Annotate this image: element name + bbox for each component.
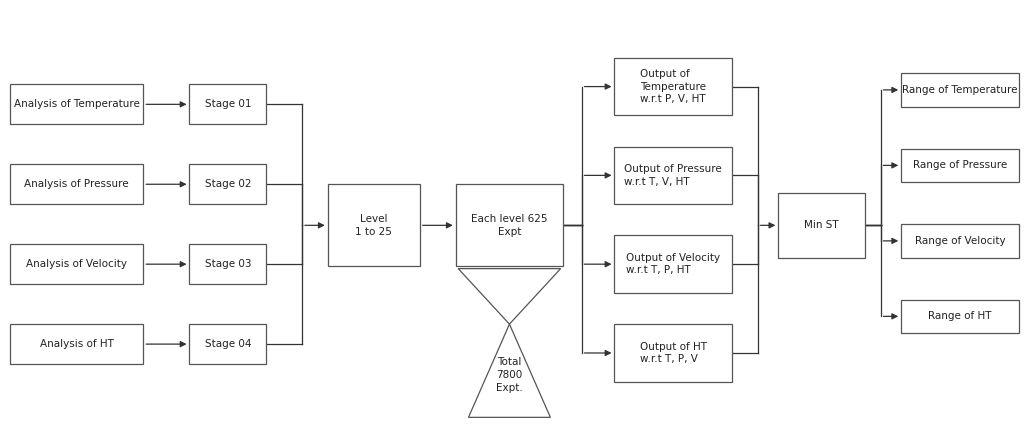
FancyBboxPatch shape <box>456 184 563 266</box>
Text: Each level 625
Expt: Each level 625 Expt <box>471 214 548 237</box>
Text: Range of Temperature: Range of Temperature <box>902 85 1018 95</box>
Text: Stage 04: Stage 04 <box>205 339 251 349</box>
Text: Total
7800
Expt.: Total 7800 Expt. <box>496 357 523 393</box>
FancyBboxPatch shape <box>10 324 143 364</box>
Text: Range of HT: Range of HT <box>928 311 992 321</box>
FancyBboxPatch shape <box>614 58 732 115</box>
Polygon shape <box>469 324 551 417</box>
FancyBboxPatch shape <box>189 164 266 204</box>
Text: Analysis of Temperature: Analysis of Temperature <box>14 99 139 109</box>
Text: Stage 03: Stage 03 <box>205 259 251 269</box>
Text: Output of Pressure
w.r.t T, V, HT: Output of Pressure w.r.t T, V, HT <box>625 164 722 186</box>
FancyBboxPatch shape <box>189 244 266 284</box>
Text: Analysis of Pressure: Analysis of Pressure <box>25 179 129 189</box>
FancyBboxPatch shape <box>328 184 420 266</box>
FancyBboxPatch shape <box>614 147 732 204</box>
Text: Stage 01: Stage 01 <box>205 99 251 109</box>
FancyBboxPatch shape <box>10 84 143 124</box>
FancyBboxPatch shape <box>778 193 865 258</box>
Text: Output of Velocity
w.r.t T, P, HT: Output of Velocity w.r.t T, P, HT <box>627 253 720 275</box>
FancyBboxPatch shape <box>901 224 1019 258</box>
Text: Output of
Temperature
w.r.t P, V, HT: Output of Temperature w.r.t P, V, HT <box>640 69 707 104</box>
Text: Output of HT
w.r.t T, P, V: Output of HT w.r.t T, P, V <box>640 342 707 364</box>
FancyBboxPatch shape <box>901 300 1019 333</box>
FancyBboxPatch shape <box>189 84 266 124</box>
FancyBboxPatch shape <box>614 324 732 382</box>
FancyBboxPatch shape <box>901 73 1019 107</box>
Text: Analysis of Velocity: Analysis of Velocity <box>27 259 127 269</box>
Text: Level
1 to 25: Level 1 to 25 <box>355 214 392 237</box>
FancyBboxPatch shape <box>10 244 143 284</box>
FancyBboxPatch shape <box>901 149 1019 182</box>
Polygon shape <box>459 269 561 324</box>
Text: Analysis of HT: Analysis of HT <box>40 339 114 349</box>
Text: Stage 02: Stage 02 <box>205 179 251 189</box>
Text: Range of Velocity: Range of Velocity <box>914 236 1006 246</box>
FancyBboxPatch shape <box>189 324 266 364</box>
FancyBboxPatch shape <box>614 235 732 293</box>
FancyBboxPatch shape <box>10 164 143 204</box>
Text: Range of Pressure: Range of Pressure <box>912 160 1008 170</box>
Text: Min ST: Min ST <box>805 220 839 230</box>
